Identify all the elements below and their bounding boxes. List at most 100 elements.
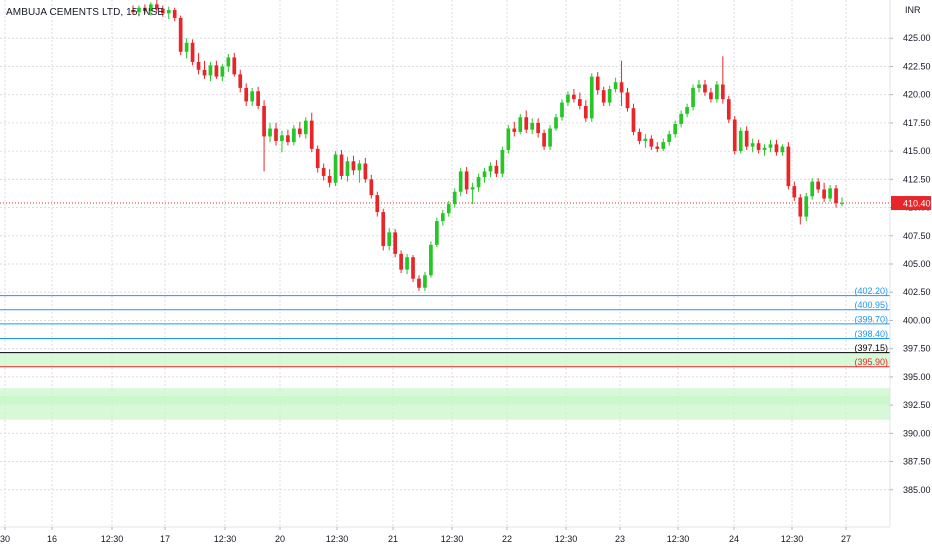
candle-body (482, 171, 487, 178)
candle (303, 117, 308, 139)
candle-body (137, 7, 141, 13)
candle (578, 92, 582, 110)
candle (286, 129, 290, 146)
candle (208, 61, 213, 82)
candle-body (589, 76, 594, 119)
candle (309, 112, 314, 153)
candle (327, 169, 332, 188)
candle-body (816, 181, 821, 190)
candle (202, 60, 207, 79)
candle (423, 271, 427, 292)
candle-body (327, 175, 332, 183)
candle (750, 138, 755, 153)
candle (637, 128, 642, 145)
candle (321, 163, 326, 181)
candle-body (196, 61, 201, 70)
candle-body (625, 92, 630, 109)
candle (798, 194, 803, 225)
candle (518, 113, 523, 135)
candle-body (738, 130, 743, 152)
candle (196, 52, 201, 75)
candle (417, 275, 421, 292)
candle (333, 151, 338, 187)
horizontal-levels[interactable]: (402.20) (400.95) (399.70) (398.40) (397.15)… (0, 202, 890, 368)
candle (804, 192, 809, 222)
candle (280, 130, 284, 153)
candle (840, 197, 844, 207)
candle-body (583, 105, 588, 119)
candle-body (339, 154, 344, 176)
candle-body (518, 117, 523, 132)
candle (268, 122, 272, 143)
candle-body (446, 204, 451, 214)
candle-body (238, 74, 243, 88)
price-tick-label: 405.00 (903, 259, 931, 269)
candle (399, 250, 403, 274)
candle (494, 160, 499, 178)
candle (816, 178, 821, 193)
candle-body (500, 149, 505, 174)
candle-body (756, 143, 761, 150)
time-tick-label: 27 (841, 534, 851, 544)
candle-body (685, 107, 689, 114)
candle (363, 157, 368, 183)
candle-body (178, 17, 183, 52)
candle-body (780, 146, 785, 153)
candle-body (435, 221, 439, 245)
candle-body (572, 94, 576, 100)
candle (625, 87, 630, 112)
candle-body (715, 84, 719, 100)
candle-body (768, 144, 773, 148)
candle (131, 5, 135, 15)
candle-body (351, 161, 356, 171)
candle (822, 182, 826, 202)
candle-body (732, 119, 737, 152)
candle-body (661, 142, 666, 149)
candle (512, 121, 517, 137)
price-tick-label: 422.50 (903, 61, 931, 71)
candle-body (726, 99, 731, 120)
candle-body (530, 122, 535, 130)
time-axis[interactable]: 30 16 12:30 17 12:30 20 12:30 21 12:30 22 12:30 23 1… (0, 526, 890, 544)
candle (631, 103, 636, 136)
candle (762, 144, 767, 156)
candle-body (655, 146, 660, 149)
candle-body (262, 105, 266, 137)
candle-body (566, 94, 570, 103)
candle (476, 173, 481, 192)
price-axis[interactable]: INR 425.00 422.50 420.00 417.50 415.00 412.50 4… (889, 0, 931, 527)
candle-body (411, 257, 415, 279)
candle (732, 116, 737, 155)
price-tick-label: 397.50 (903, 344, 931, 354)
level-label: (395.90) (854, 357, 888, 367)
time-tick-label: 21 (388, 534, 398, 544)
time-tick-label: 12:30 (555, 534, 578, 544)
candle (643, 134, 648, 148)
candle (184, 38, 189, 59)
candle (542, 129, 546, 150)
candle-body (792, 186, 797, 198)
candle (709, 87, 713, 103)
price-tick-label: 417.50 (903, 118, 931, 128)
candle (607, 85, 612, 106)
candle (149, 2, 153, 16)
candle (768, 139, 773, 153)
candle-body (417, 278, 421, 288)
candle (524, 110, 529, 134)
candles (131, 0, 844, 292)
price-tick-label: 387.50 (903, 457, 931, 467)
candle-body (554, 117, 558, 129)
candle-body (834, 188, 838, 204)
price-tick-label: 392.50 (903, 400, 931, 410)
candle-body (202, 69, 207, 76)
time-tick-label: 30 (0, 534, 10, 544)
candle-body (423, 275, 427, 288)
candle (697, 79, 701, 93)
candle-body (810, 181, 815, 197)
candle (780, 144, 785, 156)
candle (250, 87, 255, 106)
candle-body (601, 90, 606, 103)
candle (601, 86, 606, 106)
candle (381, 208, 386, 251)
